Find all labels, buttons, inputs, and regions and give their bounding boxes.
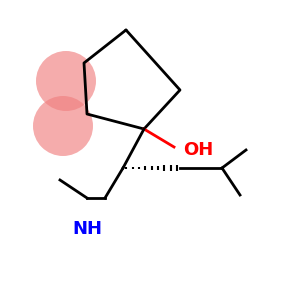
- Circle shape: [33, 96, 93, 156]
- Text: OH: OH: [183, 141, 213, 159]
- Text: NH: NH: [72, 220, 102, 238]
- Circle shape: [36, 51, 96, 111]
